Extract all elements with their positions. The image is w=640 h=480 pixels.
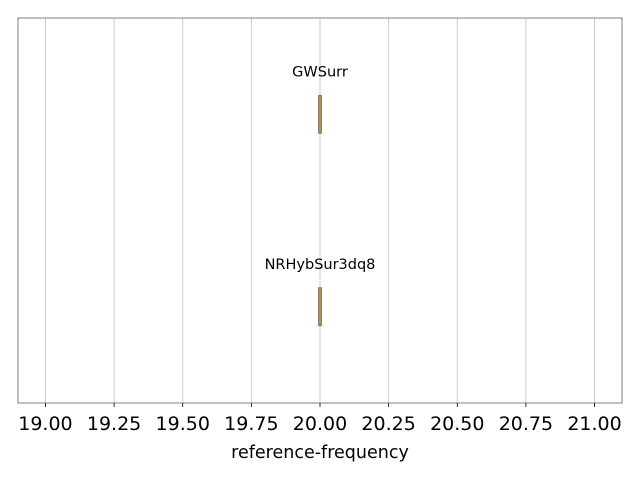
x-tick-label: 20.50: [430, 413, 484, 435]
x-tick-label: 20.75: [499, 413, 553, 435]
x-tick-labels: 19.00 19.25 19.50 19.75 20.00 20.25 20.50 20.75…: [18, 403, 622, 435]
boxes: [318, 94, 322, 327]
x-gridlines: [44, 18, 596, 403]
category-labels: GWSurr NRHybSur3dq8: [265, 64, 376, 273]
x-tick-label: 20.00: [293, 413, 347, 435]
x-tick-label: 19.75: [224, 413, 278, 435]
category-label: NRHybSur3dq8: [265, 257, 376, 273]
x-tick-label: 19.50: [156, 413, 210, 435]
x-tick-label: 20.25: [361, 413, 415, 435]
x-tick-label: 21.00: [567, 413, 621, 435]
category-label: GWSurr: [292, 64, 348, 80]
x-tick-label: 19.25: [87, 413, 141, 435]
x-axis-label: reference-frequency: [231, 443, 409, 463]
x-tick-label: 19.00: [18, 413, 72, 435]
